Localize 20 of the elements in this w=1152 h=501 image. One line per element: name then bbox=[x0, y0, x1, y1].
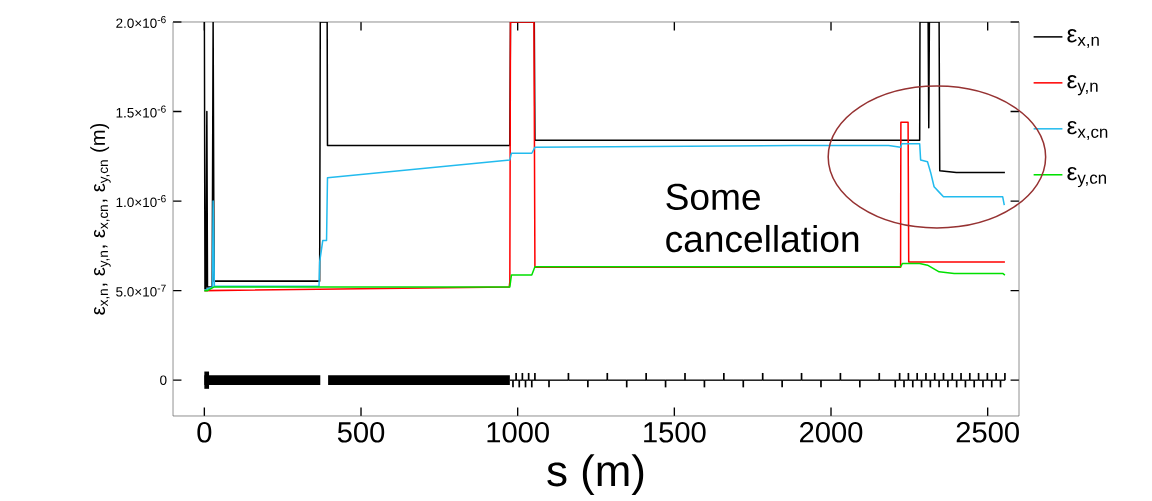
y-tick-label: 1.0×10$^{-6}$ bbox=[116, 195, 166, 208]
x-tick-label: 1500 bbox=[644, 422, 706, 443]
annotation: Some cancellation bbox=[666, 183, 859, 253]
legend-label: ε$_{x,n}$ bbox=[1067, 29, 1099, 49]
x-tick-label: 1000 bbox=[487, 422, 549, 443]
y-tick-label: 1.5×10$^{-6}$ bbox=[116, 105, 166, 118]
x-axis-title: s (m) bbox=[547, 454, 644, 496]
x-tick-label: 0 bbox=[197, 422, 212, 443]
x-tick-label: 2000 bbox=[800, 422, 863, 443]
line-series bbox=[203, 262, 1006, 292]
text: ε$_{x,n}$, ε$_{y,n}$, ε$_{x,cn}$, ε$_{y,cn}$ (m) bbox=[90, 124, 111, 315]
legend-label: ε$_{y,cn}$ bbox=[1067, 167, 1106, 188]
x-tick-label: 500 bbox=[337, 422, 385, 443]
legend-label: ε$_{y,n}$ bbox=[1067, 75, 1098, 96]
y-tick-label: 5.0×10$^{-7}$ bbox=[116, 284, 166, 297]
line-series bbox=[203, 143, 1006, 292]
y-tick-label: 0 bbox=[160, 375, 167, 386]
x-tick-label: 2500 bbox=[956, 422, 1019, 443]
legend-label: ε$_{x,cn}$ bbox=[1067, 121, 1108, 141]
y-tick-label: 2.0×10$^{-6}$ bbox=[116, 16, 166, 29]
